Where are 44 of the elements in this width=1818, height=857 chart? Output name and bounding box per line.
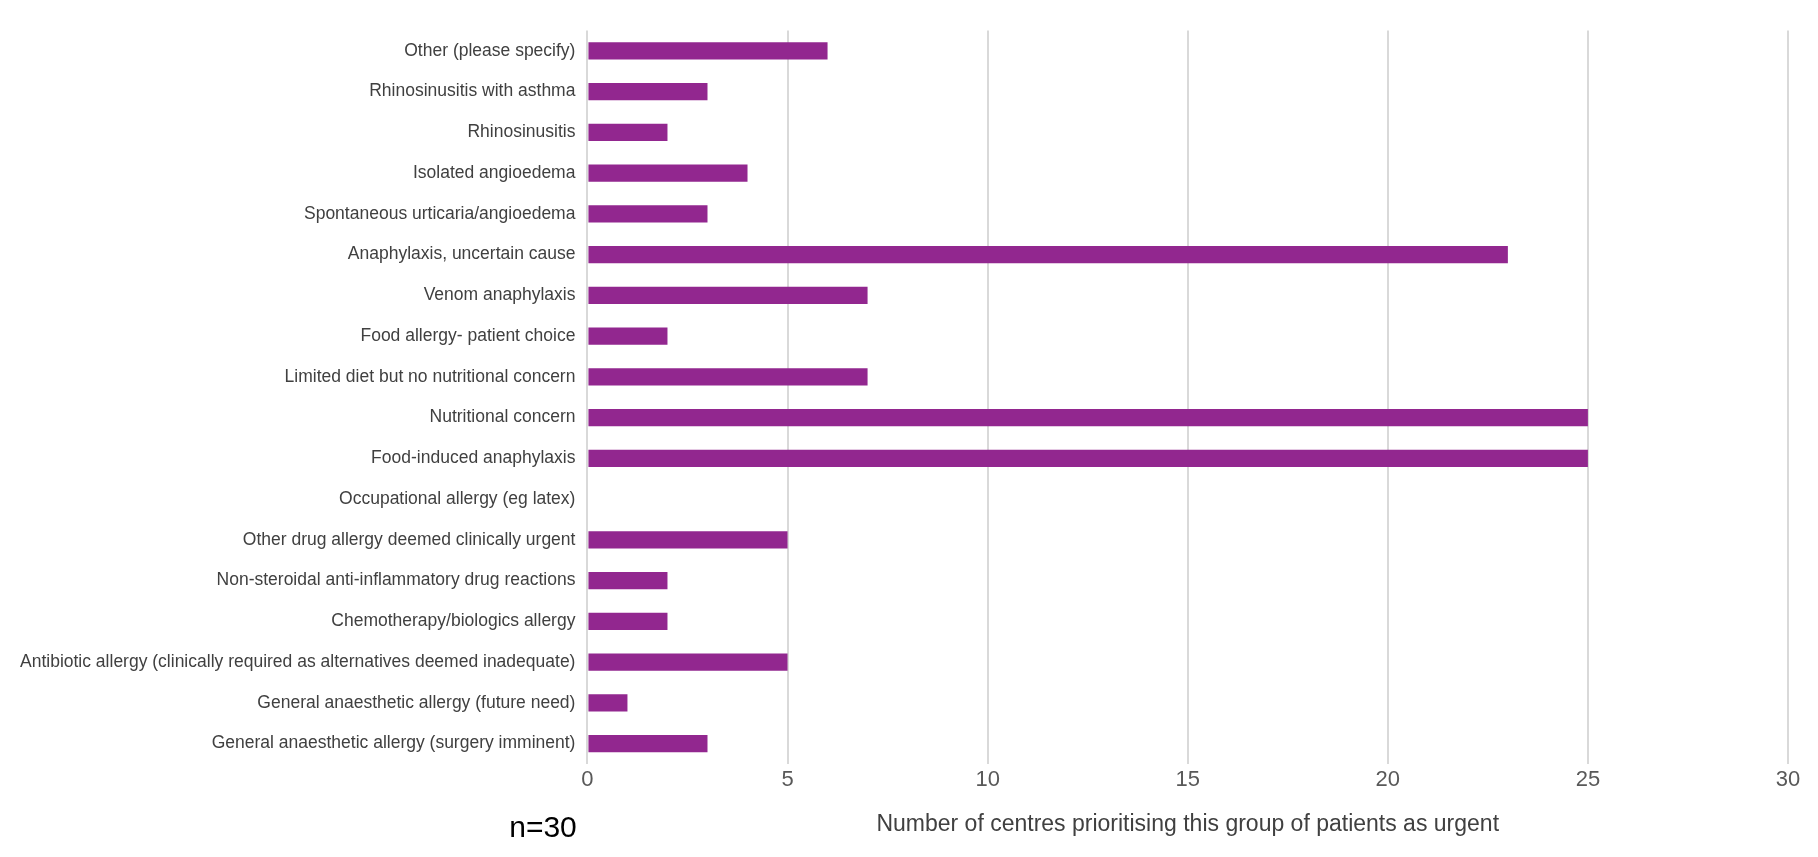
y-tick-label: Nutritional concern [429,406,576,427]
bar [588,572,668,590]
bar [588,286,868,304]
x-axis-title: Number of centres prioritising this group of patients as urgent [876,809,1500,836]
x-tick-label: 15 [1175,766,1200,792]
bar [588,449,1588,467]
bar [588,409,1588,427]
bar [588,205,708,223]
y-tick-label: General anaesthetic allergy (surgery imminent) [211,732,576,753]
bar [588,368,868,386]
bar [588,327,668,345]
x-tick-label: 30 [1775,766,1801,792]
x-tick-label: 20 [1375,766,1401,792]
y-tick-label: Occupational allergy (eg latex) [339,487,576,508]
bar [588,653,788,671]
bar [588,123,668,141]
y-tick-label: Food allergy- patient choice [360,324,576,345]
bar [588,164,748,182]
x-tick-label: 10 [975,766,1000,792]
y-tick-label: Food-induced anaphylaxis [371,447,576,468]
y-tick-label: Other (please specify) [404,39,576,60]
y-tick-label: Spontaneous urticaria/angioedema [303,202,576,223]
bar [588,694,628,712]
x-tick-label: 5 [781,766,794,792]
y-tick-label: Other drug allergy deemed clinically urgent [242,528,576,549]
y-tick-label: Chemotherapy/biologics allergy [331,610,576,631]
y-tick-label: Anaphylaxis, uncertain cause [347,243,576,264]
y-tick-label: Rhinosinusitis [467,121,576,142]
y-tick-label: Limited diet but no nutritional concern [284,365,576,386]
y-tick-label: Rhinosinusitis with asthma [369,80,576,101]
bar [588,612,668,630]
x-tick-label: 0 [581,766,594,792]
bar [588,42,828,60]
x-tick-label: 25 [1575,766,1601,792]
y-tick-label: Venom anaphylaxis [423,284,576,305]
y-tick-label: Isolated angioedema [412,161,576,182]
bar [588,246,1508,264]
text: n=30 [509,810,577,844]
bar [588,531,788,549]
y-tick-label: Antibiotic allergy (clinically required as alternatives deemed inadequate) [20,650,576,671]
bar [588,83,708,101]
y-tick-label: General anaesthetic allergy (future need) [257,691,576,712]
y-tick-label: Non-steroidal anti-inflammatory drug reactions [216,569,576,590]
bar [588,735,708,753]
